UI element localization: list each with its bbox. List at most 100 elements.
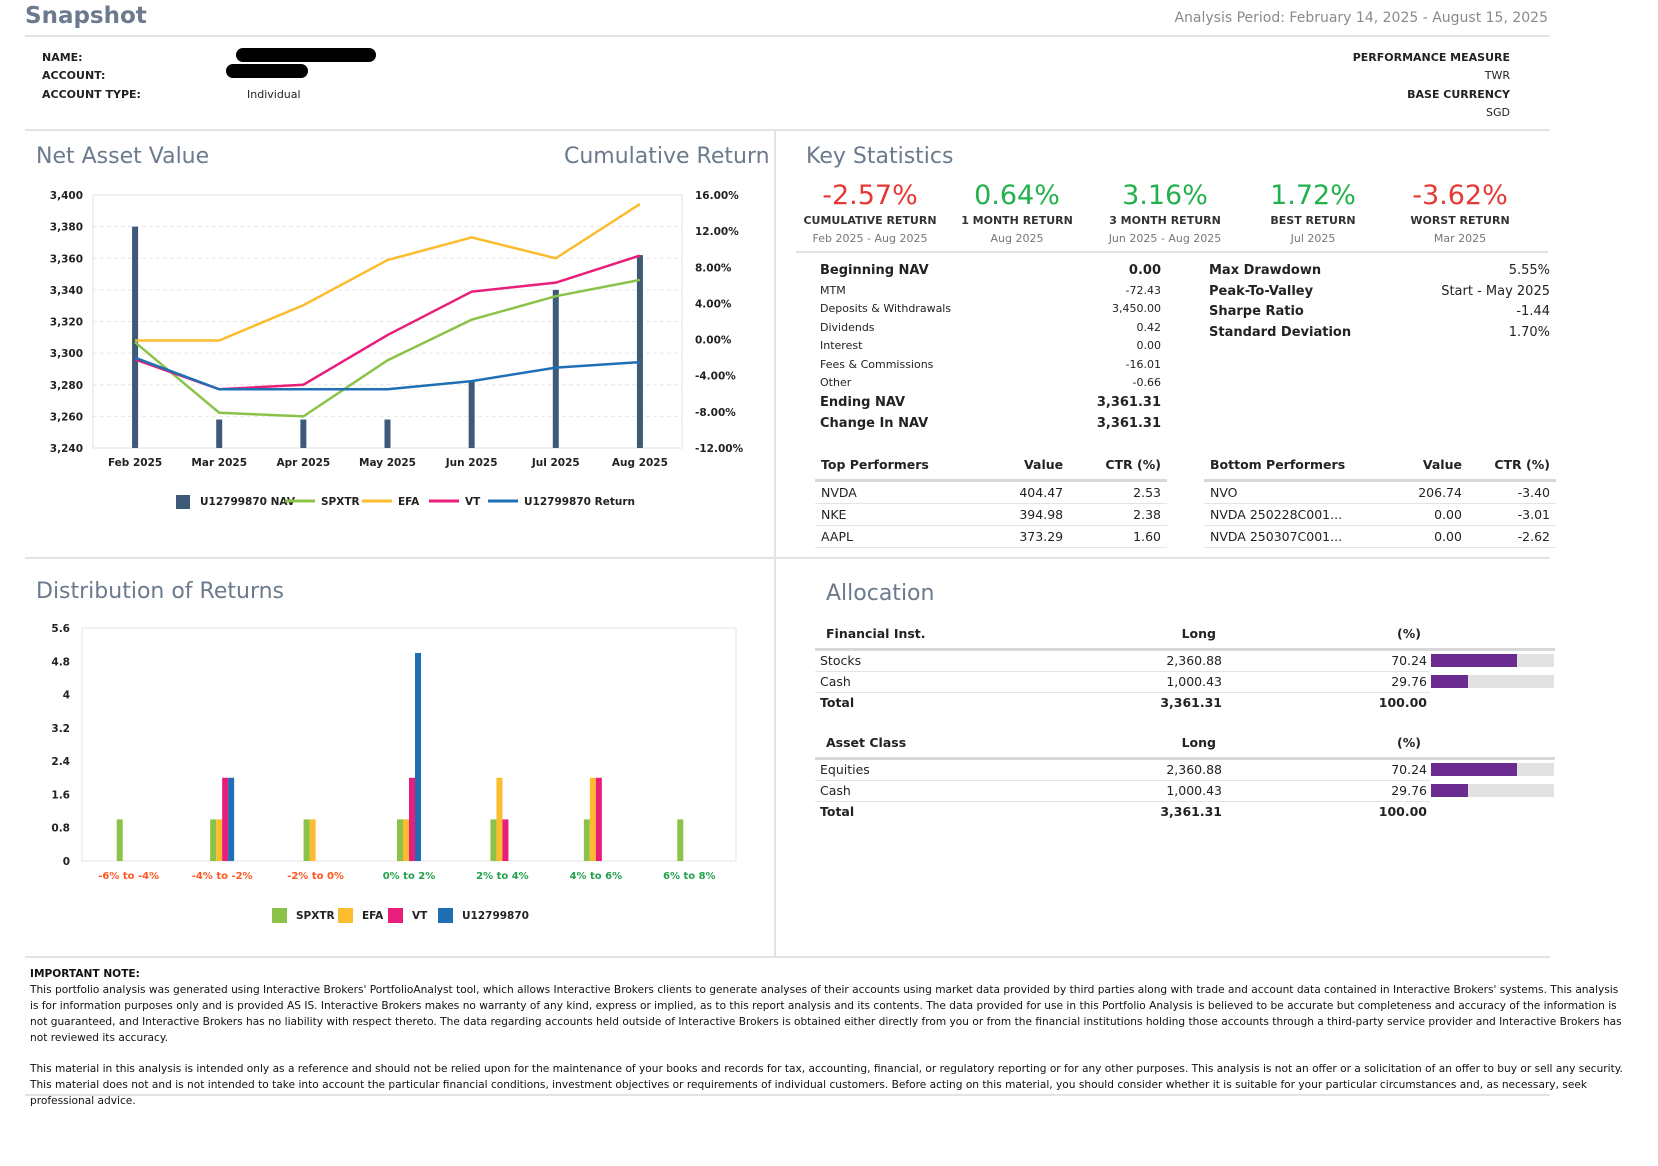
y-tick-right: 4.00% — [695, 298, 732, 310]
alloc-row-rule — [815, 780, 1430, 781]
nav-row: MTM -72.43 — [820, 284, 1161, 297]
y-tick: 4.8 — [51, 656, 70, 668]
alloc-total-pct: 100.00 — [1378, 695, 1427, 710]
performer-value: 206.74 — [1395, 480, 1468, 504]
account-type-label: ACCOUNT TYPE: — [42, 88, 141, 101]
performer-value: 0.00 — [1395, 525, 1468, 548]
nav-bar — [636, 255, 643, 448]
bottom-perf-header-ctr: CTR (%) — [1467, 449, 1556, 482]
nav-row-label: Ending NAV — [820, 395, 906, 410]
alloc-row-label: Cash — [820, 783, 851, 798]
x-tick: Apr 2025 — [277, 457, 331, 469]
y-tick-left: 3,380 — [50, 222, 83, 234]
note-paragraph-1: This portfolio analysis was generated us… — [30, 984, 1622, 1044]
cumulative-return-title: Cumulative Return — [564, 144, 770, 169]
y-tick-right: 0.00% — [695, 335, 732, 347]
nav-bar — [552, 289, 559, 448]
nav-row: Fees & Commissions -16.01 — [820, 358, 1161, 371]
legend-label: EFA — [398, 496, 420, 508]
stat-period: Aug 2025 — [990, 232, 1044, 245]
bottom-perf-header-name: Bottom Performers — [1204, 449, 1396, 482]
legend-swatch — [176, 495, 190, 509]
alloc-row-pct: 29.76 — [1391, 783, 1427, 798]
dist-bar — [490, 819, 497, 861]
note-paragraph-2: This material in this analysis is intend… — [30, 1063, 1623, 1107]
alloc-row-label: Cash — [820, 674, 851, 689]
nav-row: Beginning NAV 0.00 — [820, 263, 1161, 278]
nav-row-value: 3,361.31 — [1096, 416, 1161, 431]
y-tick: 0 — [63, 856, 70, 868]
dist-bar — [589, 777, 596, 861]
alloc-row-rule — [815, 801, 1430, 802]
dist-bar — [595, 777, 602, 861]
dist-bar — [303, 819, 310, 861]
dist-bar — [677, 819, 684, 861]
dist-bar — [222, 777, 229, 861]
alloc-bar-track — [1431, 784, 1554, 797]
nav-row-value: 3,450.00 — [1112, 302, 1161, 315]
legend-swatch — [272, 908, 287, 923]
nav-row-label: Other — [820, 376, 852, 389]
risk-row-label: Sharpe Ratio — [1209, 304, 1304, 319]
nav-row-value: -72.43 — [1125, 284, 1161, 297]
top-performers-table: Top Performers Value CTR (%) NVDA 404.47 2… — [815, 449, 1167, 548]
performer-ctr: -3.40 — [1467, 480, 1556, 504]
performer-ctr: 2.38 — [1069, 503, 1167, 526]
risk-row: Max Drawdown 5.55% — [1209, 263, 1550, 278]
risk-row-value: 5.55% — [1508, 263, 1550, 278]
performer-ctr: 2.53 — [1069, 480, 1167, 504]
legend-swatch — [438, 908, 453, 923]
alloc-total-label: Total — [820, 804, 855, 819]
name-label: NAME: — [42, 51, 83, 64]
risk-row: Sharpe Ratio -1.44 — [1209, 304, 1550, 319]
stat-label: 1 MONTH RETURN — [961, 214, 1073, 227]
legend-label: U12799870 NAV — [200, 496, 296, 508]
alloc-row-rule — [815, 692, 1430, 693]
nav-chart-title: Net Asset Value — [36, 144, 210, 169]
header-divider — [25, 35, 1550, 37]
x-tick: -2% to 0% — [287, 871, 344, 882]
y-tick-right: 12.00% — [695, 226, 739, 238]
x-tick: 2% to 4% — [476, 871, 529, 882]
nav-row-value: 0.00 — [1136, 339, 1162, 352]
key-statistics-title: Key Statistics — [806, 144, 954, 169]
y-tick: 5.6 — [51, 623, 70, 635]
series-line-efa — [135, 202, 641, 342]
dist-bar — [496, 777, 503, 861]
alloc-header-long: Long — [1181, 626, 1216, 641]
alloc-row-pct: 70.24 — [1391, 762, 1427, 777]
series-line-vt — [134, 254, 641, 391]
top-perf-header-name: Top Performers — [815, 449, 989, 482]
x-tick: 6% to 8% — [663, 871, 716, 882]
alloc-row-label: Equities — [820, 762, 870, 777]
y-tick-left: 3,240 — [50, 443, 83, 455]
alloc-row-long: 1,000.43 — [1166, 674, 1222, 689]
alloc-header-pct: (%) — [1397, 735, 1421, 750]
nav-row-value: 0.00 — [1128, 263, 1161, 278]
legend-label: SPXTR — [321, 496, 360, 508]
performer-row: NKE 394.98 2.38 — [815, 503, 1167, 526]
y-tick-left: 3,260 — [50, 411, 83, 423]
alloc-bar-fill — [1431, 675, 1468, 688]
x-tick: Mar 2025 — [191, 457, 247, 469]
distribution-chart: 0 0.8 1.6 2.4 3.2 4 4.8 5.6 -6% to -4% -4% to -2%… — [51, 623, 737, 923]
important-note: IMPORTANT NOTE: This portfolio analysis … — [30, 966, 1630, 1109]
series-line-u12799870-return — [134, 356, 641, 391]
performer-symbol: NVDA 250228C001... — [1204, 503, 1396, 526]
alloc-header-rule — [815, 648, 1555, 651]
dist-bar — [403, 819, 409, 861]
nav-row-label: Deposits & Withdrawals — [820, 302, 952, 315]
dist-bar — [210, 819, 217, 861]
top-perf-header-value: Value — [988, 449, 1070, 482]
performer-ctr: 1.60 — [1069, 525, 1167, 548]
y-tick: 3.2 — [51, 723, 70, 735]
section-divider-top — [25, 129, 1550, 131]
alloc-row-pct: 29.76 — [1391, 674, 1427, 689]
base-currency-label: BASE CURRENCY — [1407, 88, 1510, 101]
legend-swatch — [338, 908, 353, 923]
dist-bar — [216, 819, 223, 861]
stat-label: 3 MONTH RETURN — [1109, 214, 1221, 227]
alloc-row-pct: 70.24 — [1391, 653, 1427, 668]
series-line-spxtr — [134, 278, 641, 418]
risk-row-label: Max Drawdown — [1209, 263, 1322, 278]
